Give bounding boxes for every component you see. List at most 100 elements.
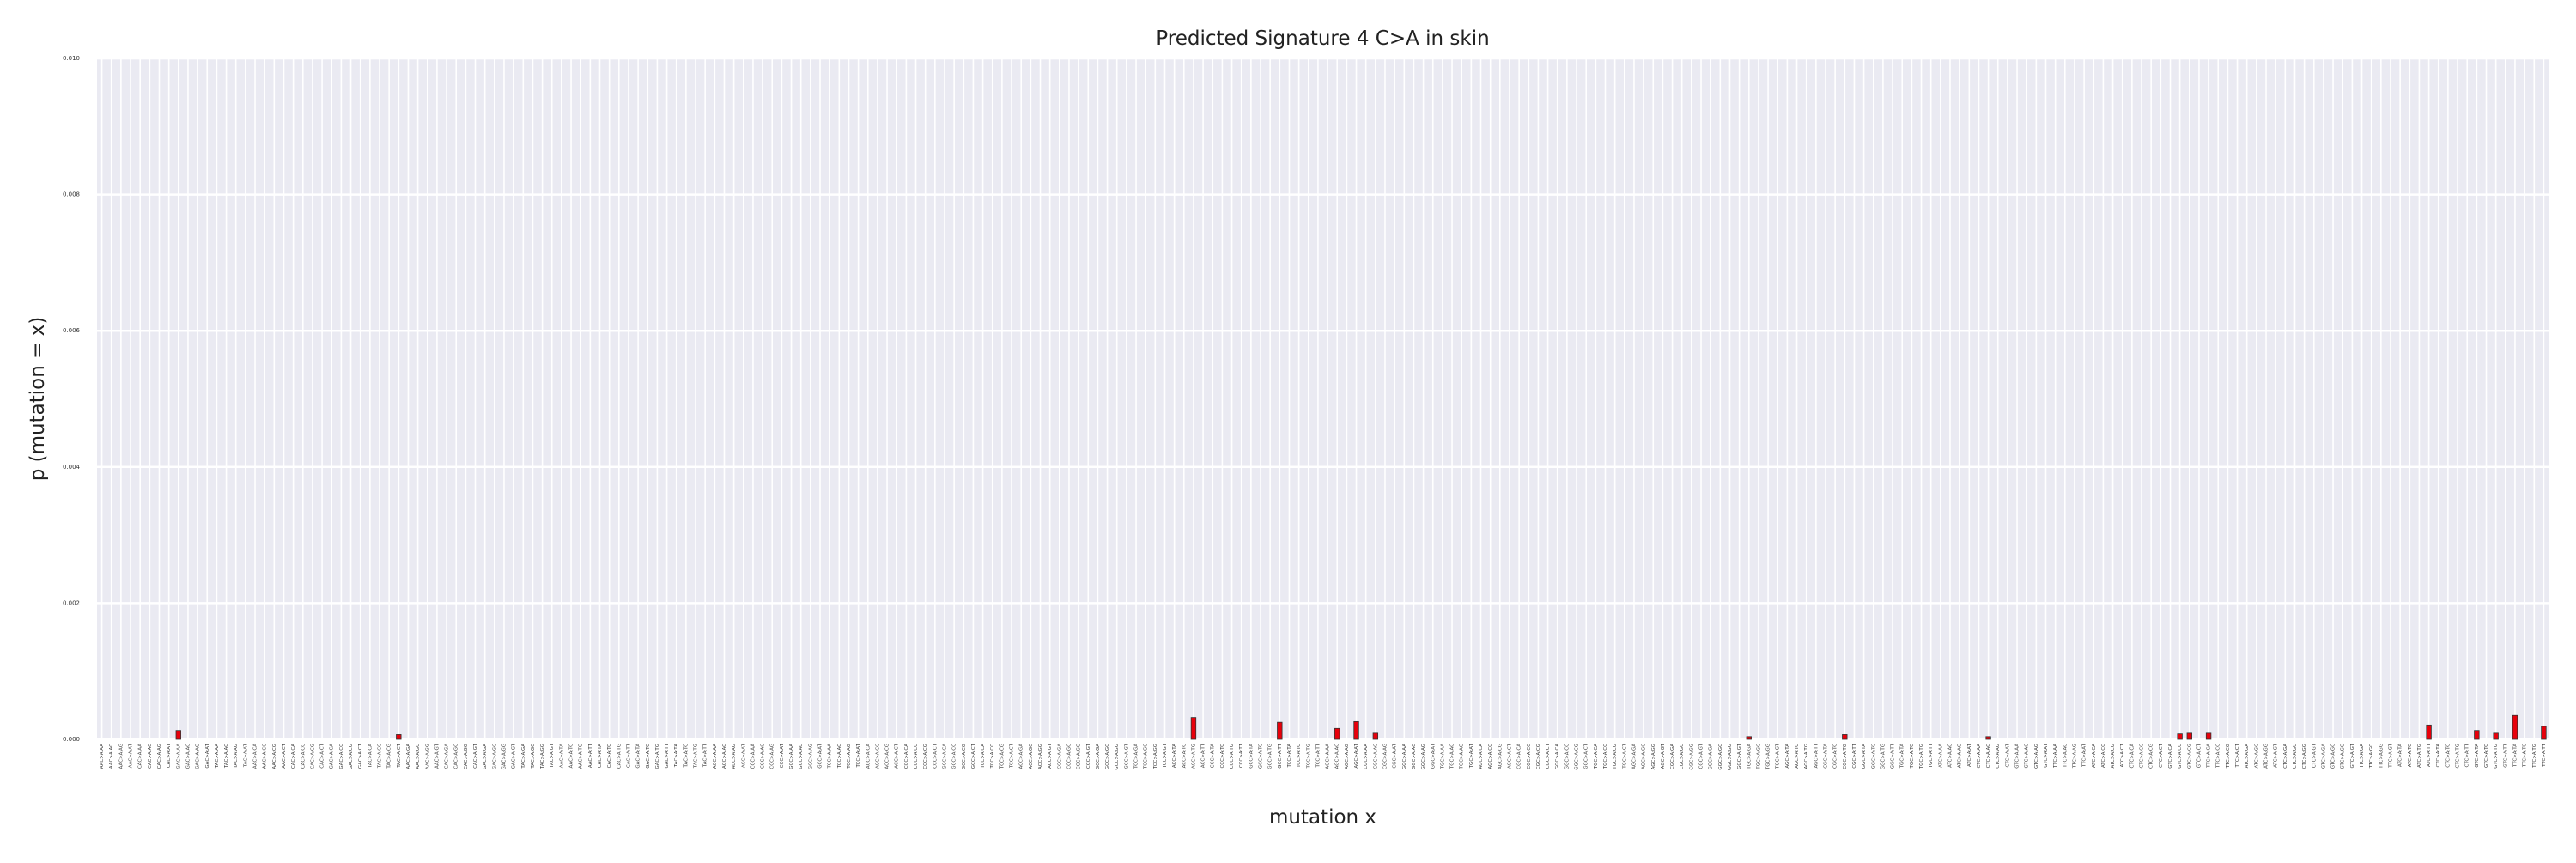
y-axis-label: p (mutation = x) xyxy=(27,317,49,482)
plot-area xyxy=(97,58,2549,739)
x-tick-label: AGC>A:AG xyxy=(1345,744,1350,769)
x-tick-label: AAC>A:TC xyxy=(569,744,574,769)
x-tick-label: GTC>A:GC xyxy=(2331,744,2336,769)
x-tick-label: TGC>A:GC xyxy=(1756,744,1761,770)
x-tick-label: GCC>A:AG xyxy=(808,744,813,769)
x-tick-label: GGC>A:TG xyxy=(1880,744,1886,769)
x-tick-label: TCC>A:GC xyxy=(1144,744,1149,769)
x-tick-label: CGC>A:TA xyxy=(1823,744,1828,769)
x-tick-label: TTC>A:AG xyxy=(2072,744,2077,769)
bar xyxy=(2426,724,2432,740)
x-tick-label: CTC>A:TC xyxy=(2445,744,2451,768)
x-tick-label: GTC>A:AT xyxy=(2044,743,2049,767)
x-tick-label: TGC>A:GG xyxy=(1766,744,1771,770)
x-tick-label: TAC>A:GA xyxy=(521,744,526,769)
x-tick-label: TCC>A:CG xyxy=(999,744,1005,769)
x-tick-label: CCC>A:AG xyxy=(770,744,775,769)
y-tick-label: 0.006 xyxy=(63,327,81,334)
x-tick-label: CAC>A:CG xyxy=(310,744,315,769)
x-tick-label: GGC>A:CG xyxy=(1575,744,1580,770)
x-tick-label: AAC>A:TA xyxy=(559,744,564,768)
x-tick-label: GAC>A:CG xyxy=(349,744,354,769)
bar xyxy=(1985,736,1991,740)
x-tick-label: TTC>A:GT xyxy=(2388,743,2393,768)
x-tick-label: TCC>A:CC xyxy=(990,744,995,769)
x-tick-label: GAC>A:TC xyxy=(646,744,651,769)
x-tick-label: GGC>A:CA xyxy=(1555,744,1560,769)
x-tick-label: TAC>A:TT xyxy=(703,743,708,768)
x-tick-label: CAC>A:TG xyxy=(617,744,622,769)
x-tick-label: CGC>A:CA xyxy=(1517,744,1522,769)
bar xyxy=(2512,714,2518,740)
x-tick-label: CAC>A:GT xyxy=(473,743,478,769)
bar xyxy=(2205,732,2212,740)
x-tick-label: CGC>A:AT xyxy=(1393,743,1398,768)
x-tick-label: CCC>A:AT xyxy=(780,743,785,768)
y-tick-label: 0.000 xyxy=(63,736,80,743)
x-tick-label: TAC>A:GG xyxy=(540,744,545,769)
bar xyxy=(2177,733,2183,740)
x-tick-label: ACC>A:AG xyxy=(732,744,737,769)
x-tick-label: GCC>A:AC xyxy=(799,744,804,769)
x-tick-label: ACC>A:AA xyxy=(713,744,718,769)
x-tick-label: CCC>A:AC xyxy=(761,744,766,769)
x-tick-label: CTC>A:CG xyxy=(2149,744,2154,769)
x-tick-label: CGC>A:TC xyxy=(1833,744,1838,769)
x-tick-label: GCC>A:GG xyxy=(1115,744,1120,770)
x-tick-label: TCC>A:GT xyxy=(1163,743,1168,769)
x-tick-label: TTC>A:TA xyxy=(2512,744,2518,768)
x-tick-label: TTC>A:AT xyxy=(2082,743,2087,768)
x-tick-label: AAC>A:AG xyxy=(118,744,124,769)
x-tick-label: CAC>A:GA xyxy=(445,744,450,769)
x-tick-label: GGC>A:CC xyxy=(1564,744,1570,769)
x-tick-label: CTC>A:CT xyxy=(2159,743,2164,768)
x-tick-label: TAC>A:GT xyxy=(550,743,555,769)
x-tick-label: AAC>A:CA xyxy=(253,744,258,769)
x-tick-label: ACC>A:CT xyxy=(895,743,900,768)
bar xyxy=(2474,730,2480,740)
x-tick-label: ATC>A:GT xyxy=(2274,743,2279,767)
x-tick-label: TGC>A:TC xyxy=(1910,744,1915,769)
x-tick-label: GTC>A:GA xyxy=(2321,744,2326,769)
x-tick-label: ACC>A:GA xyxy=(1019,744,1024,769)
x-tick-label: CCC>A:AA xyxy=(750,744,756,769)
x-tick-label: TAC>A:AA xyxy=(215,744,220,769)
x-tick-label: TTC>A:AA xyxy=(2053,744,2058,769)
x-tick-label: TGC>A:TT xyxy=(1929,743,1934,769)
x-tick-label: TAC>A:AT xyxy=(243,743,248,768)
x-tick-label: AGC>A:GG xyxy=(1651,744,1656,769)
x-tick-label: ATC>A:TC xyxy=(2408,744,2413,767)
x-tick-label: GGC>A:GA xyxy=(1709,744,1714,770)
x-tick-label: CAC>A:GC xyxy=(454,744,459,769)
x-tick-label: AAC>A:TT xyxy=(588,743,593,768)
x-tick-label: GCC>A:CC xyxy=(952,744,957,769)
x-tick-label: AAC>A:TG xyxy=(579,744,584,769)
x-tick-label: CGC>A:TT xyxy=(1852,743,1857,768)
x-tick-label: GTC>A:AC xyxy=(2025,744,2030,769)
x-tick-label: TGC>A:AC xyxy=(1450,744,1455,769)
x-tick-label: CCC>A:TA xyxy=(1211,744,1216,769)
x-tick-label: ATC>A:CC xyxy=(2101,744,2106,768)
y-tick-label: 0.002 xyxy=(63,599,80,606)
x-tick-label: ACC>A:TT xyxy=(1201,743,1206,768)
bars xyxy=(175,714,2547,740)
y-tick-label: 0.008 xyxy=(63,191,80,198)
x-tick-label: TGC>A:AT xyxy=(1469,743,1474,769)
chart-title: Predicted Signature 4 C>A in skin xyxy=(1156,27,1489,50)
x-tick-label: AAC>A:AA xyxy=(100,744,105,769)
x-tick-label: AGC>A:AT xyxy=(1354,743,1359,768)
x-tick-label: TCC>A:GA xyxy=(1134,744,1139,769)
x-tick-label: AGC>A:TA xyxy=(1785,744,1790,769)
x-tick-label: TTC>A:CA xyxy=(2207,744,2212,769)
bar xyxy=(2493,732,2499,740)
x-tick-label: ACC>A:AC xyxy=(722,744,727,769)
x-tick-label: CGC>A:GA xyxy=(1670,744,1675,769)
x-tick-label: ACC>A:GG xyxy=(1038,744,1043,769)
x-tick-label: TGC>A:TA xyxy=(1900,744,1905,769)
x-tick-label: TAC>A:AG xyxy=(234,744,239,769)
x-tick-label: TAC>A:AC xyxy=(224,744,229,769)
x-tick-label: CCC>A:TT xyxy=(1239,743,1244,768)
x-tick-label: GCC>A:GT xyxy=(1124,743,1129,769)
x-tick-label: TTC>A:GG xyxy=(2379,744,2384,769)
